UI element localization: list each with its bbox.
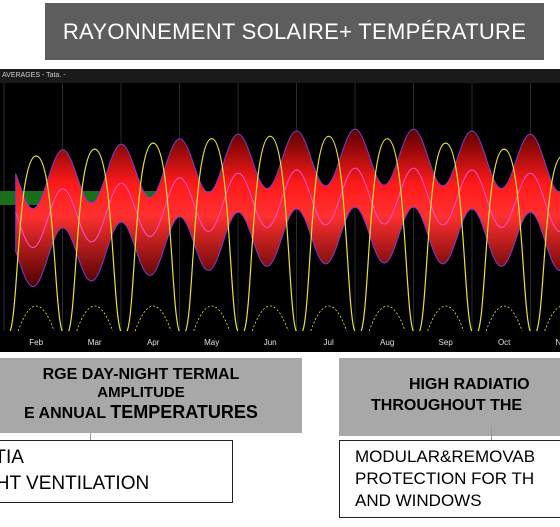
left-grey-line3-prefix: E ANNUAL (24, 405, 111, 422)
connector-left (90, 433, 91, 441)
radiation-curve (536, 156, 560, 332)
left-grey-box: RGE DAY-NIGHT TERMAL AMPLITUDE E ANNUAL … (0, 358, 302, 433)
temperature-band (15, 128, 560, 288)
radiation-curve (302, 135, 356, 332)
right-white-line1: MODULAR&REMOVAB (355, 447, 536, 466)
right-grey-line2: THROUGHOUT THE (371, 397, 523, 414)
diffuse-radiation-curve (427, 305, 465, 332)
climate-chart: AVERAGES - Tata. - Feb Mar Apr May Jun Jul Aug… (0, 69, 560, 352)
month-label-aug: Aug (380, 338, 394, 347)
radiation-curve (360, 138, 414, 332)
chart-header: AVERAGES - Tata. - (0, 69, 560, 83)
month-label-nov: Nov (556, 338, 560, 347)
month-label-may: May (204, 338, 219, 347)
chart-plot: Feb Mar Apr May Jun Jul Aug Sep Oct Nov (0, 83, 560, 347)
left-grey-line2: AMPLITUDE (97, 384, 185, 401)
right-white-box: MODULAR&REMOVAB PROTECTION FOR TH AND WI… (339, 440, 560, 518)
radiation-curve (126, 142, 180, 332)
diffuse-radiation-curve (251, 305, 289, 332)
radiation-curve (419, 142, 473, 332)
left-white-line2: GHT VENTILATION (0, 473, 150, 494)
month-label-jul: Jul (324, 338, 334, 347)
left-grey-line3-bold: TEMPERATURES (110, 402, 258, 422)
left-white-line1: RTIA (0, 447, 24, 468)
right-grey-line1: HIGH RADIATIO (409, 376, 530, 393)
page-title-text: RAYONNEMENT SOLAIRE+ TEMPÉRATURE (62, 18, 527, 44)
right-grey-box: HIGH RADIATIO THROUGHOUT THE (339, 358, 560, 436)
diffuse-radiation-curve (134, 305, 172, 332)
left-grey-line3: E ANNUAL TEMPERATURES (0, 402, 302, 424)
diffuse-radiation-curve (17, 305, 55, 332)
right-white-line2: PROTECTION FOR TH (355, 469, 535, 488)
diffuse-radiation-curve (310, 305, 348, 332)
radiation-curve (9, 155, 63, 332)
radiation-curve (243, 135, 297, 332)
month-label-jun: Jun (264, 338, 277, 347)
temperature-mean-line (15, 167, 560, 249)
left-white-box: RTIA GHT VENTILATION (0, 440, 233, 503)
connector-right (491, 426, 492, 440)
radiation-curve (477, 148, 531, 332)
diffuse-radiation-curve (193, 305, 231, 332)
diffuse-radiation-curve (76, 305, 114, 332)
month-label-sep: Sep (439, 338, 454, 347)
left-grey-line1: RGE DAY-NIGHT TERMAL (42, 366, 240, 383)
radiation-curve (68, 148, 122, 332)
month-label-oct: Oct (498, 338, 511, 347)
page-title: RAYONNEMENT SOLAIRE+ TEMPÉRATURE (45, 3, 544, 60)
diffuse-radiation-curve (544, 306, 560, 332)
right-white-line3: AND WINDOWS (355, 491, 482, 510)
month-label-feb: Feb (29, 338, 43, 347)
month-label-apr: Apr (147, 338, 160, 347)
radiation-curve (185, 138, 239, 332)
diffuse-radiation-curve (368, 305, 406, 332)
month-label-mar: Mar (88, 338, 102, 347)
diffuse-radiation-curve (485, 305, 523, 332)
